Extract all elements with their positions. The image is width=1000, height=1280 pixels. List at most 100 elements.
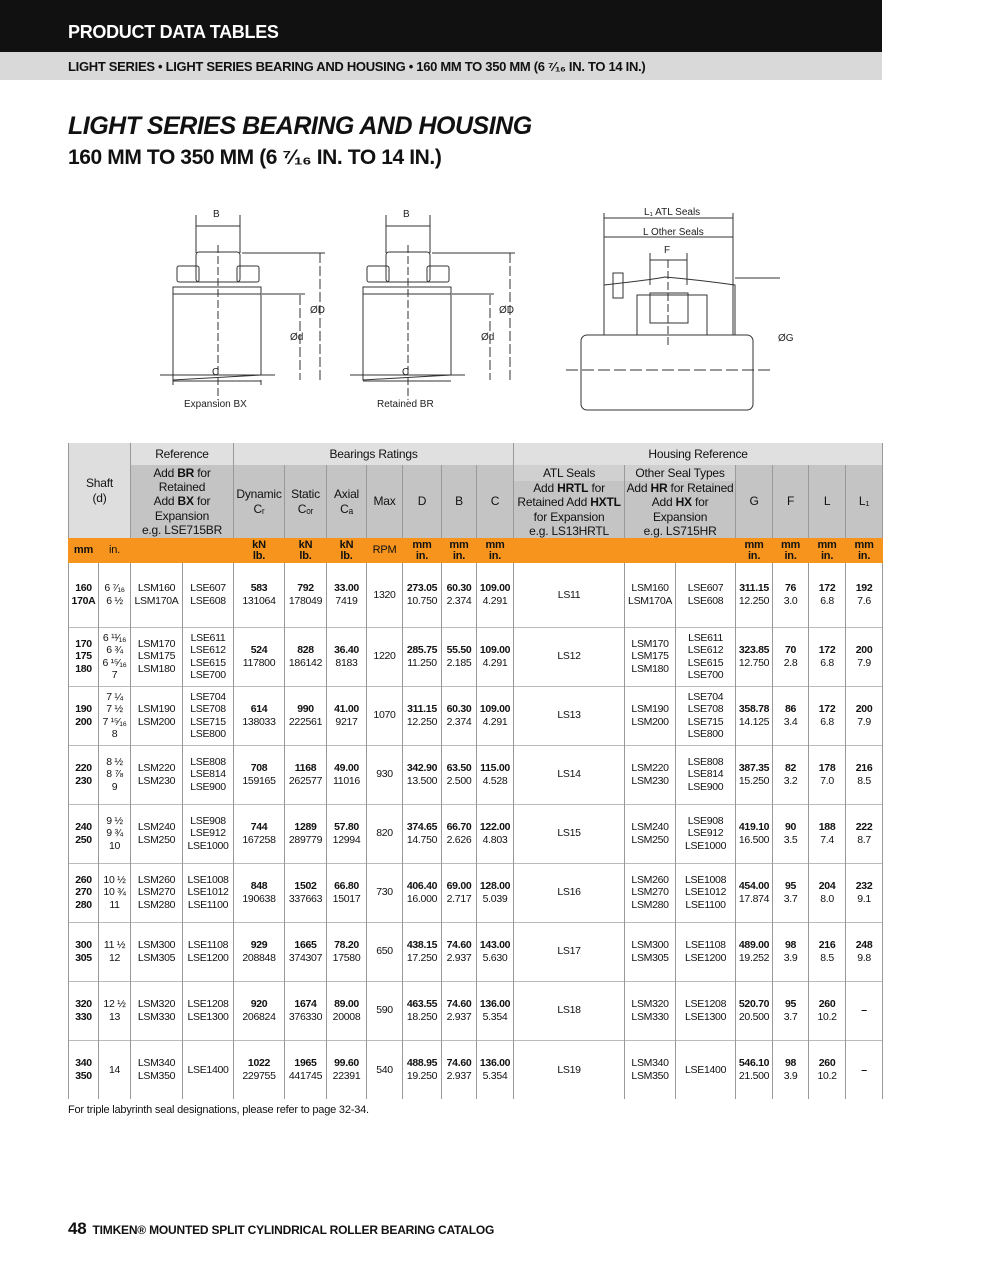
cell-housing-lse: LSE607 LSE608 bbox=[675, 563, 737, 627]
cell-housing-lse: LSE1108 LSE1200 bbox=[675, 922, 737, 981]
header-c: C bbox=[476, 465, 515, 538]
cell-shaft-mm: 300 305 bbox=[68, 922, 99, 981]
cell-shaft-mm: 320 330 bbox=[68, 981, 99, 1040]
cell-housing-lsm: LSM160 LSM170A bbox=[624, 563, 677, 627]
cell-shaft-mm: 340 350 bbox=[68, 1040, 99, 1099]
cell-axial: 41.00 9217 bbox=[326, 686, 368, 745]
table-row: 320 330 12 ½ 13 LSM320 LSM330 LSE1208 LSE13… bbox=[68, 981, 884, 1040]
value-secondary: 10.2 bbox=[817, 1069, 837, 1082]
value-primary: 178 bbox=[818, 762, 836, 775]
value-primary: 90 bbox=[785, 821, 797, 834]
value-primary: 920 bbox=[250, 998, 268, 1011]
value-secondary: 8.7 bbox=[857, 833, 871, 846]
cell-axial: 49.00 11016 bbox=[326, 745, 368, 804]
cell-dim-l1: – bbox=[845, 981, 884, 1040]
value-secondary: 262577 bbox=[288, 774, 323, 787]
cell-shaft-in: 12 ½ 13 bbox=[98, 981, 131, 1040]
value-secondary: 337663 bbox=[288, 892, 323, 905]
dim-d-bore-label: Ød bbox=[481, 332, 494, 343]
value-primary: 172 bbox=[818, 644, 836, 657]
cell-dim-g: 323.85 12.750 bbox=[735, 627, 774, 686]
value-primary: 122.00 bbox=[479, 821, 511, 834]
cell-dim-g: 454.00 17.874 bbox=[735, 863, 774, 922]
cell-ref-lsm: LSM300 LSM305 bbox=[130, 922, 183, 981]
value-primary: 1289 bbox=[294, 821, 317, 834]
cell-shaft-in: 8 ½ 8 ⅞ 9 bbox=[98, 745, 131, 804]
header-max: Max bbox=[366, 465, 404, 538]
value-primary: – bbox=[861, 1004, 867, 1017]
cell-atl-seal: LS14 bbox=[513, 745, 626, 804]
header-atl-desc: Add HRTL for Retained Add HXTL for Expan… bbox=[513, 481, 626, 538]
value-primary: 49.00 bbox=[334, 762, 359, 775]
cell-dynamic: 524 117800 bbox=[233, 627, 286, 686]
value-secondary: 186142 bbox=[288, 656, 323, 669]
value-primary: 260 bbox=[818, 1057, 836, 1070]
value-primary: 33.00 bbox=[334, 582, 359, 595]
value-secondary: 2.374 bbox=[446, 594, 472, 607]
cell-dynamic: 614 138033 bbox=[233, 686, 286, 745]
value-primary: 136.00 bbox=[479, 1057, 511, 1070]
value-primary: 66.70 bbox=[446, 821, 472, 834]
value-primary: 109.00 bbox=[479, 582, 511, 595]
dim-b-label: B bbox=[403, 209, 410, 220]
cell-axial: 99.60 22391 bbox=[326, 1040, 368, 1099]
cell-ref-lsm: LSM190 LSM200 bbox=[130, 686, 183, 745]
page-footer: 48 TIMKEN® MOUNTED SPLIT CYLINDRICAL ROLL… bbox=[68, 1219, 494, 1239]
value-primary: 63.50 bbox=[446, 762, 472, 775]
header-axial: Axial Cₐ bbox=[326, 465, 368, 538]
value-secondary: 9217 bbox=[335, 715, 358, 728]
cell-axial: 57.80 12994 bbox=[326, 804, 368, 863]
cell-shaft-mm: 240 250 bbox=[68, 804, 99, 863]
value-secondary: 8.0 bbox=[820, 892, 834, 905]
cell-ref-lsm: LSM220 LSM230 bbox=[130, 745, 183, 804]
unit-mm-in: mm in. bbox=[476, 538, 515, 563]
value-secondary: 5.630 bbox=[482, 951, 508, 964]
unit-mm-in: mm in. bbox=[808, 538, 847, 563]
value-primary: 323.85 bbox=[738, 644, 770, 657]
unit-kn-lb: kN lb. bbox=[233, 538, 286, 563]
cell-ref-lse: LSE1008 LSE1012 LSE1100 bbox=[181, 863, 235, 922]
cell-dim-c: 115.00 4.528 bbox=[476, 745, 515, 804]
cell-shaft-in: 6 ⁷⁄₁₆ 6 ½ bbox=[98, 563, 131, 627]
cell-dim-d: 273.05 10.750 bbox=[402, 563, 443, 627]
cell-ref-lse: LSE611 LSE612 LSE615 LSE700 bbox=[181, 627, 235, 686]
value-secondary: 6.8 bbox=[820, 594, 834, 607]
value-primary: 929 bbox=[250, 939, 268, 952]
value-primary: 78.20 bbox=[334, 939, 359, 952]
value-primary: 524 bbox=[250, 644, 268, 657]
value-secondary: 17.874 bbox=[738, 892, 770, 905]
value-secondary: 374307 bbox=[288, 951, 323, 964]
cell-shaft-mm: 260 270 280 bbox=[68, 863, 99, 922]
cell-ref-lse: LSE1108 LSE1200 bbox=[181, 922, 235, 981]
cell-shaft-in: 10 ½ 10 ¾ 11 bbox=[98, 863, 131, 922]
cell-dim-l: 172 6.8 bbox=[808, 686, 847, 745]
cell-dim-c: 136.00 5.354 bbox=[476, 981, 515, 1040]
value-primary: 248 bbox=[855, 939, 873, 952]
cell-housing-lse: LSE1400 bbox=[675, 1040, 737, 1099]
catalog-title: TIMKEN® MOUNTED SPLIT CYLINDRICAL ROLLER… bbox=[92, 1223, 495, 1237]
header-b: B bbox=[441, 465, 478, 538]
value-primary: 216 bbox=[818, 939, 836, 952]
value-secondary: 19.250 bbox=[406, 1069, 438, 1082]
value-primary: 1665 bbox=[294, 939, 317, 952]
value-primary: 95 bbox=[785, 880, 797, 893]
table-row: 190 200 7 ¼ 7 ½ 7 ¹⁵⁄₁₆ 8 LSM190 LSM200 LSE… bbox=[68, 686, 884, 745]
cell-dim-f: 76 3.0 bbox=[772, 563, 810, 627]
cell-dynamic: 1022 229755 bbox=[233, 1040, 286, 1099]
value-secondary: 3.9 bbox=[783, 951, 798, 964]
cell-dim-l1: 248 9.8 bbox=[845, 922, 884, 981]
value-primary: 488.95 bbox=[406, 1057, 438, 1070]
value-primary: 520.70 bbox=[738, 998, 770, 1011]
cell-static: 828 186142 bbox=[284, 627, 328, 686]
value-secondary: 178049 bbox=[288, 594, 323, 607]
value-secondary: 2.500 bbox=[446, 774, 472, 787]
value-secondary: 19.252 bbox=[738, 951, 770, 964]
cell-static: 1665 374307 bbox=[284, 922, 328, 981]
value-secondary: 7.4 bbox=[820, 833, 834, 846]
value-secondary: 4.528 bbox=[482, 774, 508, 787]
value-primary: 74.60 bbox=[446, 998, 472, 1011]
cell-atl-seal: LS11 bbox=[513, 563, 626, 627]
header-l: L bbox=[808, 465, 847, 538]
value-primary: 76 bbox=[785, 582, 797, 595]
value-primary: 260 bbox=[818, 998, 836, 1011]
